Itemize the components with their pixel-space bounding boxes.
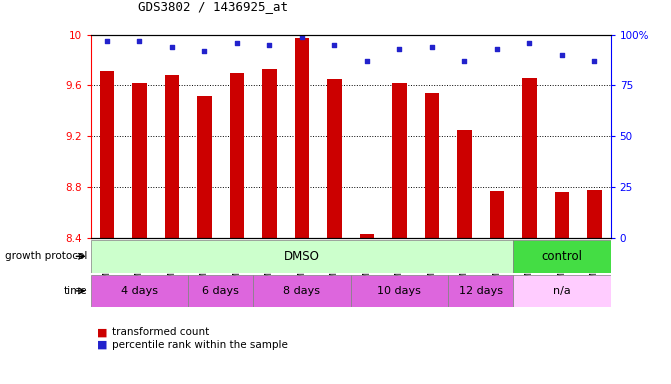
Point bbox=[362, 58, 372, 64]
Bar bbox=[457, 130, 472, 238]
Bar bbox=[99, 71, 114, 238]
Text: 4 days: 4 days bbox=[121, 286, 158, 296]
Point bbox=[394, 46, 405, 52]
Text: DMSO: DMSO bbox=[284, 250, 320, 263]
Bar bbox=[513, 240, 611, 273]
Point bbox=[329, 41, 340, 48]
Bar bbox=[164, 75, 179, 238]
Bar bbox=[91, 240, 513, 273]
Text: transformed count: transformed count bbox=[112, 327, 209, 337]
Point bbox=[556, 52, 567, 58]
Bar bbox=[522, 78, 537, 238]
Text: ■: ■ bbox=[97, 327, 108, 337]
Bar bbox=[392, 83, 407, 238]
Bar bbox=[188, 275, 253, 307]
Point bbox=[134, 38, 145, 44]
Point bbox=[297, 33, 307, 40]
Text: 6 days: 6 days bbox=[202, 286, 239, 296]
Point bbox=[459, 58, 470, 64]
Text: n/a: n/a bbox=[553, 286, 571, 296]
Point bbox=[264, 41, 274, 48]
Point bbox=[199, 48, 210, 54]
Text: 8 days: 8 days bbox=[283, 286, 320, 296]
Bar bbox=[262, 69, 276, 238]
Text: 10 days: 10 days bbox=[377, 286, 421, 296]
Text: growth protocol: growth protocol bbox=[5, 251, 87, 262]
Bar bbox=[229, 73, 244, 238]
Text: 12 days: 12 days bbox=[458, 286, 503, 296]
Bar bbox=[327, 79, 342, 238]
Point bbox=[589, 58, 600, 64]
Point bbox=[231, 40, 242, 46]
Bar bbox=[253, 275, 350, 307]
Bar bbox=[132, 83, 147, 238]
Text: ■: ■ bbox=[97, 340, 108, 350]
Point bbox=[427, 44, 437, 50]
Bar bbox=[448, 275, 513, 307]
Bar bbox=[91, 275, 188, 307]
Bar bbox=[350, 275, 448, 307]
Point bbox=[491, 46, 502, 52]
Text: control: control bbox=[541, 250, 582, 263]
Bar bbox=[295, 38, 309, 238]
Bar bbox=[425, 93, 439, 238]
Text: time: time bbox=[64, 286, 87, 296]
Bar bbox=[490, 191, 504, 238]
Point bbox=[524, 40, 535, 46]
Bar bbox=[513, 275, 611, 307]
Bar bbox=[197, 96, 211, 238]
Bar bbox=[360, 234, 374, 238]
Text: GDS3802 / 1436925_at: GDS3802 / 1436925_at bbox=[138, 0, 288, 13]
Bar bbox=[587, 190, 602, 238]
Point bbox=[166, 44, 177, 50]
Text: percentile rank within the sample: percentile rank within the sample bbox=[112, 340, 288, 350]
Point bbox=[101, 38, 112, 44]
Bar bbox=[554, 192, 569, 238]
